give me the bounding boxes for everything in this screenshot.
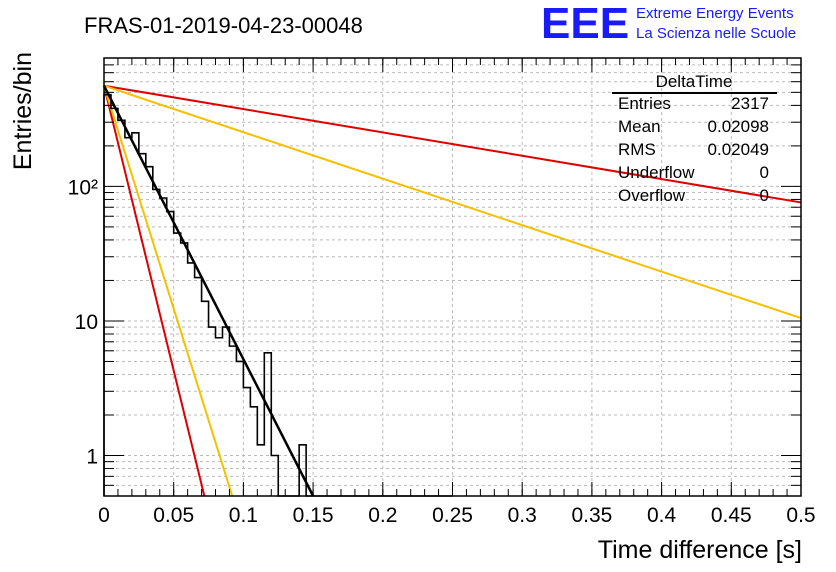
tick-labels: 0 0.05 0.1 0.15 0.2 0.25 0.3 0.35 0.4 0.45 0.5 1 10 1… xyxy=(68,176,816,527)
stats-label: Mean xyxy=(618,117,661,136)
x-tick-label: 0.15 xyxy=(293,504,334,527)
fit-line xyxy=(102,85,315,497)
stats-box: DeltaTime Entries 2317 Mean 0.02098 RMS 0.020… xyxy=(612,72,777,205)
grid xyxy=(104,57,801,497)
yellow-curve xyxy=(103,85,234,497)
reference-curves xyxy=(103,84,802,497)
stats-title: DeltaTime xyxy=(656,72,733,91)
x-axis-label: Time difference [s] xyxy=(598,536,802,564)
y-tick-label: 1 xyxy=(86,445,98,468)
stats-label: Overflow xyxy=(618,186,686,205)
x-tick-label: 0 xyxy=(98,504,110,527)
eee-logo: EEE xyxy=(541,0,629,48)
x-tick-label: 0.35 xyxy=(571,504,612,527)
axis-ticks xyxy=(103,57,802,497)
stats-value: 0.02049 xyxy=(708,140,769,159)
x-tick-label: 0.2 xyxy=(368,504,397,527)
x-tick-label: 0.4 xyxy=(647,504,677,527)
stats-label: Entries xyxy=(618,94,671,113)
logo-line-1: Extreme Energy Events xyxy=(636,5,794,22)
stats-label: Underflow xyxy=(618,163,695,182)
x-tick-label: 0.45 xyxy=(711,504,752,527)
x-tick-label: 0.3 xyxy=(508,504,537,527)
yellow-curve xyxy=(103,84,802,320)
logo-line-2: La Scienza nelle Scuole xyxy=(636,25,796,42)
stats-value: 2317 xyxy=(731,94,769,113)
red-curve xyxy=(103,85,206,497)
stats-value: 0 xyxy=(760,163,769,182)
x-tick-label: 0.1 xyxy=(229,504,258,527)
x-tick-label: 0.5 xyxy=(786,504,815,527)
y-axis-label: Entries/bin xyxy=(9,52,37,170)
run-title: FRAS-01-2019-04-23-00048 xyxy=(84,13,363,38)
y-tick-label: 10² xyxy=(68,176,98,199)
fit-line-group xyxy=(102,85,315,497)
stats-value: 0 xyxy=(760,186,769,205)
y-tick-label: 10 xyxy=(75,311,98,334)
x-tick-label: 0.05 xyxy=(153,504,194,527)
stats-label: RMS xyxy=(618,140,656,159)
stats-value: 0.02098 xyxy=(708,117,769,136)
x-tick-label: 0.25 xyxy=(432,504,473,527)
red-curve xyxy=(103,84,802,204)
